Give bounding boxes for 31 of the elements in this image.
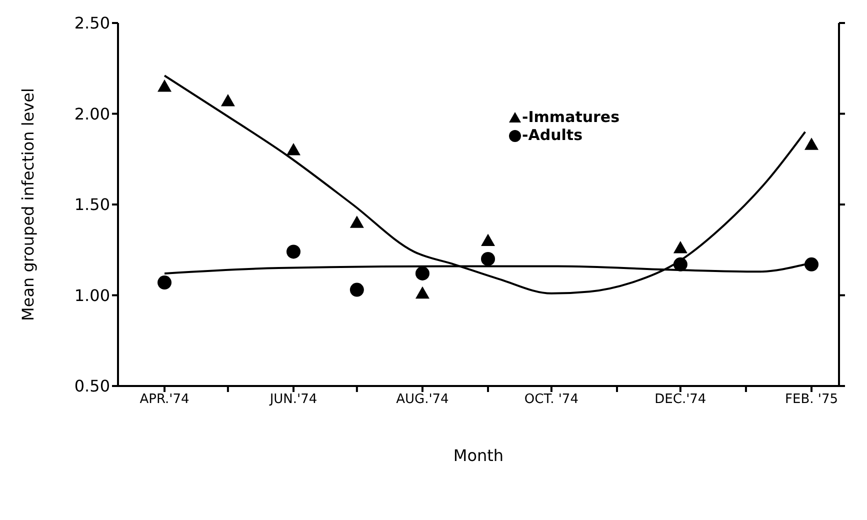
point xyxy=(286,143,300,156)
x-tick-label: FEB. '75 xyxy=(785,392,838,408)
y-tick-label: 0.50 xyxy=(74,376,110,396)
point xyxy=(804,257,819,272)
point xyxy=(350,216,364,228)
point xyxy=(350,282,364,297)
line-series xyxy=(164,74,806,294)
point xyxy=(481,252,496,266)
y-tick-label: 1.50 xyxy=(74,195,110,214)
x-tick-label: JUN.'74 xyxy=(268,392,318,408)
x-tick-label: AUG.'74 xyxy=(396,392,449,408)
legend-label: -Immatures xyxy=(522,108,620,126)
point xyxy=(673,257,688,272)
point xyxy=(286,244,300,259)
y-tick-label: 1.00 xyxy=(74,286,110,305)
point xyxy=(415,266,430,280)
legend-label: -Adults xyxy=(522,126,582,144)
x-tick-label: OCT. '74 xyxy=(524,392,578,408)
point xyxy=(158,276,172,290)
point xyxy=(415,286,430,299)
y-axis-title: Mean grouped infection level xyxy=(18,88,38,321)
y-tick-label: 2.00 xyxy=(74,104,110,124)
point xyxy=(158,80,172,92)
point xyxy=(804,138,819,150)
point xyxy=(220,94,235,106)
x-tick-label: APR.'74 xyxy=(140,392,190,408)
y-tick-label: 2.50 xyxy=(74,14,110,33)
point xyxy=(673,241,688,254)
x-tick-label: DEC.'74 xyxy=(654,392,706,408)
point xyxy=(481,234,496,246)
x-axis-title: Month xyxy=(453,446,504,465)
